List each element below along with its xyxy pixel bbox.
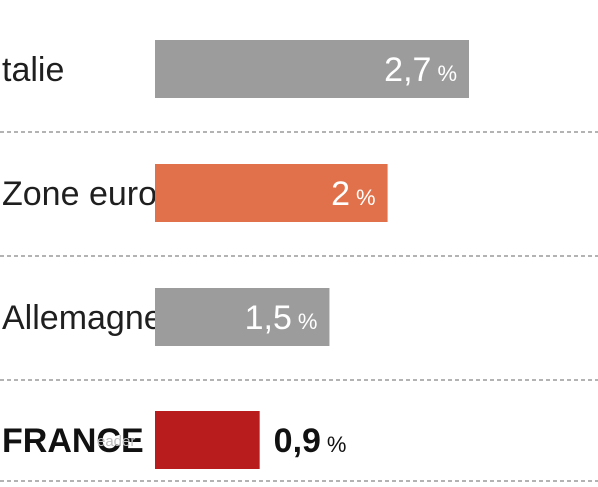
bar bbox=[155, 40, 469, 98]
value-label: 1,5% bbox=[245, 299, 318, 337]
value-label: 2% bbox=[331, 175, 375, 213]
category-label: Zone euro bbox=[2, 175, 157, 213]
watermark-text: eader bbox=[97, 433, 135, 450]
category-label: FRANCE bbox=[2, 422, 144, 460]
bar bbox=[155, 164, 388, 222]
category-label: talie bbox=[2, 51, 64, 89]
category-label: Allemagne bbox=[2, 299, 163, 337]
bar bbox=[155, 288, 330, 346]
value-label: 0,9% bbox=[274, 422, 347, 460]
value-label: 2,7% bbox=[384, 51, 457, 89]
bar bbox=[155, 411, 260, 469]
